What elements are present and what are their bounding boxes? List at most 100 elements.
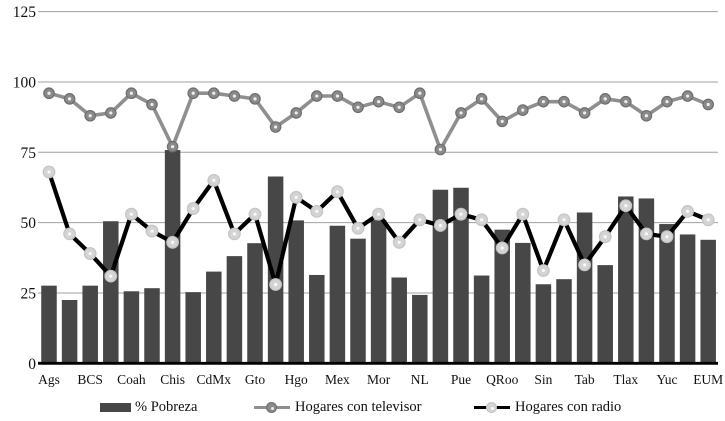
radio-marker-dot-31 bbox=[665, 235, 669, 239]
radio-marker-dot-10 bbox=[232, 232, 236, 236]
radio-marker-dot-20 bbox=[438, 223, 442, 228]
radio-marker-dot-13 bbox=[294, 195, 298, 199]
x-tick-label-Hgo: Hgo bbox=[285, 372, 308, 387]
x-tick-label-Chis: Chis bbox=[160, 372, 185, 387]
legend-item-radio: Hogares con radio bbox=[474, 398, 621, 416]
pobreza-bar-31 bbox=[659, 224, 675, 364]
radio-marker-dot-17 bbox=[377, 212, 381, 216]
radio-marker-dot-18 bbox=[397, 240, 401, 244]
pobreza-bar-7 bbox=[164, 150, 181, 364]
pobreza-bar-2 bbox=[61, 300, 78, 364]
radio-marker-dot-27 bbox=[583, 263, 587, 267]
televisor-marker-dot-3 bbox=[88, 114, 92, 118]
x-tick-label-QRoo: QRoo bbox=[486, 372, 519, 387]
televisor-marker-dot-6 bbox=[150, 102, 154, 107]
pobreza-bar-9 bbox=[206, 271, 222, 364]
x-tick-label-NL: NL bbox=[411, 372, 429, 387]
pobreza-bar-5 bbox=[123, 291, 140, 364]
y-tick-label-75: 75 bbox=[21, 145, 37, 162]
pobreza-bar-21 bbox=[453, 187, 469, 364]
pobreza-bar-29 bbox=[618, 196, 634, 364]
televisor-marker-dot-7 bbox=[171, 145, 175, 149]
y-tick-label-25: 25 bbox=[21, 285, 37, 302]
radio-marker-dot-9 bbox=[212, 178, 216, 183]
legend-swatch-radio-line bbox=[474, 401, 510, 414]
radio-marker-dot-4 bbox=[109, 274, 113, 278]
pobreza-bar-32 bbox=[679, 234, 696, 364]
chart-legend: % Pobreza Hogares con televisor Hogares … bbox=[0, 398, 725, 418]
radio-marker-dot-24 bbox=[521, 212, 525, 216]
radio-marker-dot-33 bbox=[706, 218, 710, 222]
x-tick-label-CdMx: CdMx bbox=[197, 372, 232, 387]
legend-label-radio: Hogares con radio bbox=[515, 398, 622, 415]
televisor-marker-dot-5 bbox=[129, 91, 133, 95]
x-tick-label-Pue: Pue bbox=[451, 372, 471, 387]
televisor-marker-dot-32 bbox=[686, 94, 690, 98]
televisor-marker-dot-12 bbox=[274, 125, 278, 129]
pobreza-bar-28 bbox=[597, 265, 613, 364]
televisor-marker-dot-17 bbox=[377, 100, 381, 104]
x-tick-label-Sin: Sin bbox=[534, 372, 552, 387]
legend-item-televisor: Hogares con televisor bbox=[254, 398, 421, 416]
pobreza-bar-8 bbox=[185, 292, 201, 364]
televisor-marker-dot-16 bbox=[356, 105, 360, 109]
televisor-marker-icon bbox=[266, 401, 277, 413]
pobreza-bar-16 bbox=[350, 238, 366, 364]
televisor-marker-dot-28 bbox=[603, 97, 607, 101]
televisor-marker-dot-2 bbox=[68, 97, 72, 101]
televisor-marker-dot-25 bbox=[541, 100, 546, 104]
pobreza-bar-15 bbox=[329, 225, 346, 364]
radio-marker-dot-26 bbox=[562, 218, 566, 222]
televisor-marker-dot-26 bbox=[562, 100, 566, 104]
pobreza-bar-25 bbox=[535, 284, 552, 364]
televisor-marker-dot-13 bbox=[294, 111, 298, 115]
x-tick-label-EUM: EUM bbox=[693, 372, 723, 387]
televisor-marker-dot-11 bbox=[253, 97, 257, 101]
televisor-marker-dot-29 bbox=[624, 100, 628, 104]
radio-marker-dot-7 bbox=[171, 240, 175, 244]
pobreza-bar-11 bbox=[247, 243, 263, 364]
y-tick-label-50: 50 bbox=[21, 215, 37, 232]
radio-marker-dot-30 bbox=[644, 232, 649, 236]
x-tick-label-Gto: Gto bbox=[245, 372, 266, 387]
televisor-marker-dot-8 bbox=[191, 91, 195, 95]
televisor-marker-dot-21 bbox=[459, 111, 463, 115]
x-tick-label-Mor: Mor bbox=[367, 372, 391, 387]
legend-swatch-televisor-line bbox=[254, 401, 290, 414]
pobreza-bar-24 bbox=[515, 242, 531, 364]
radio-marker-dot-21 bbox=[459, 212, 463, 216]
x-tick-label-Yuc: Yuc bbox=[657, 372, 678, 387]
radio-marker-icon bbox=[486, 401, 497, 413]
radio-marker-dot-2 bbox=[68, 232, 72, 236]
x-tick-label-Coah: Coah bbox=[117, 372, 146, 387]
legend-item-pobreza: % Pobreza bbox=[100, 398, 197, 416]
radio-marker-dot-14 bbox=[315, 209, 319, 213]
pobreza-bar-20 bbox=[432, 189, 449, 364]
radio-marker-dot-3 bbox=[88, 251, 92, 256]
pobreza-bar-22 bbox=[473, 275, 490, 364]
pobreza-bar-6 bbox=[144, 288, 160, 364]
radio-marker-dot-5 bbox=[129, 212, 133, 216]
x-tick-label-Mex: Mex bbox=[325, 372, 350, 387]
pobreza-bar-4 bbox=[103, 221, 119, 364]
radio-marker-dot-11 bbox=[253, 212, 257, 216]
radio-marker-dot-1 bbox=[47, 170, 51, 174]
legend-swatch-pobreza-bar bbox=[100, 402, 131, 412]
televisor-marker-dot-19 bbox=[418, 91, 422, 95]
pobreza-bar-23 bbox=[494, 229, 510, 364]
pobreza-bar-18 bbox=[391, 277, 407, 364]
y-tick-label-0: 0 bbox=[28, 356, 36, 373]
x-tick-label-Tlax: Tlax bbox=[613, 372, 638, 387]
pobreza-bar-12 bbox=[267, 176, 284, 364]
pobreza-bar-33 bbox=[700, 239, 716, 364]
pobreza-bar-3 bbox=[82, 285, 98, 364]
y-tick-label-100: 100 bbox=[13, 74, 37, 91]
radio-marker-dot-6 bbox=[150, 229, 154, 233]
televisor-marker-dot-24 bbox=[521, 108, 525, 112]
x-tick-label-Tab: Tab bbox=[575, 372, 595, 387]
legend-label-pobreza: % Pobreza bbox=[135, 398, 198, 415]
radio-marker-dot-12 bbox=[274, 282, 278, 287]
pobreza-bar-13 bbox=[288, 220, 304, 364]
televisor-marker-dot-20 bbox=[438, 147, 442, 152]
